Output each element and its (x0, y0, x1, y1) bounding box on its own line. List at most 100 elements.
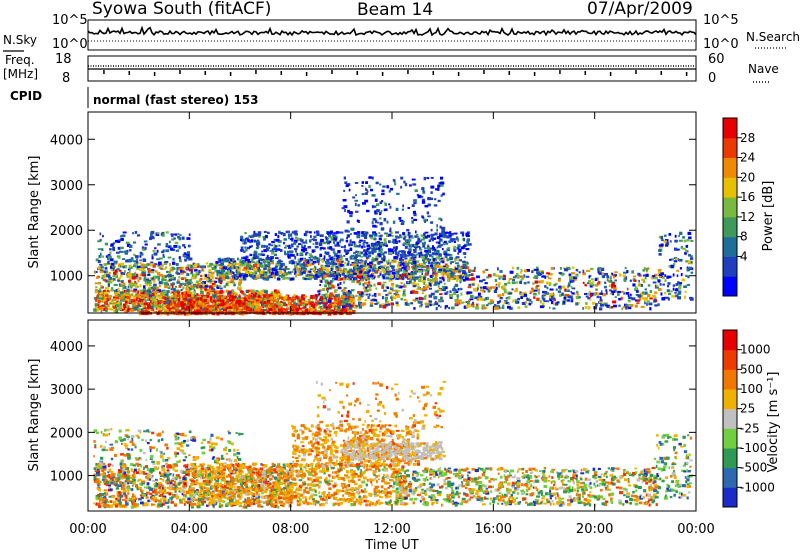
power-cell (432, 255, 434, 257)
power-cell (199, 279, 202, 282)
power-cell (319, 306, 322, 309)
power-cell (601, 290, 603, 293)
power-cell (561, 293, 564, 296)
power-cell (335, 271, 337, 274)
power-cell (385, 297, 388, 300)
power-cell (507, 306, 511, 309)
power-cell (119, 285, 121, 287)
power-cell (402, 209, 404, 211)
power-cell (197, 307, 199, 309)
power-cell (460, 293, 462, 296)
power-cell (599, 293, 603, 295)
power-cell (366, 276, 368, 279)
power-cell (628, 307, 631, 310)
power-cell (222, 278, 225, 281)
power-cell (182, 283, 185, 286)
power-cell (454, 270, 458, 272)
frequency-mark (509, 71, 511, 75)
power-cell (94, 271, 96, 274)
power-cell (586, 270, 590, 272)
power-cell (188, 282, 191, 285)
power-cell (433, 247, 435, 250)
power-cell (347, 210, 350, 213)
power-cell (395, 231, 399, 233)
power-cell (421, 272, 423, 275)
power-cell (149, 294, 153, 297)
power-cell (389, 190, 391, 193)
power-cell (510, 271, 514, 274)
power-cell (332, 279, 334, 282)
power-cell (283, 242, 285, 244)
power-cell (117, 280, 120, 282)
power-cell (305, 241, 307, 243)
power-cell (123, 266, 125, 268)
power-cell (438, 285, 440, 288)
power-cell (359, 271, 362, 274)
power-cell (375, 264, 377, 267)
power-cell (396, 272, 398, 274)
power-cell (358, 297, 361, 300)
power-cell (189, 300, 192, 303)
power-cell (245, 274, 248, 277)
power-cell (329, 271, 331, 274)
power-cell (166, 297, 169, 299)
power-cell (652, 295, 656, 298)
power-cell (318, 272, 321, 275)
power-cell (312, 263, 315, 265)
power-cell (513, 276, 516, 278)
power-cell (99, 307, 103, 310)
power-cell (294, 294, 296, 297)
power-cell (180, 270, 182, 273)
power-cell (244, 302, 246, 304)
power-cell (384, 209, 386, 212)
power-cell (646, 274, 649, 277)
power-cell (415, 189, 419, 192)
power-cell (443, 258, 445, 260)
power-cell (233, 284, 236, 286)
power-cell (189, 288, 191, 291)
power-cell (357, 264, 359, 266)
power-cell (483, 279, 486, 281)
power-cell (251, 239, 253, 242)
power-cell (438, 245, 440, 247)
power-cell (362, 181, 364, 184)
power-cell (397, 254, 400, 256)
power-cell (99, 295, 102, 297)
power-cell (175, 272, 179, 274)
power-cell (263, 260, 266, 263)
power-cell (540, 305, 544, 308)
power-cell (613, 305, 617, 308)
power-cell (425, 273, 429, 275)
power-cell (446, 258, 449, 261)
power-cell (505, 283, 507, 285)
power-cell (318, 293, 320, 296)
power-cell (413, 261, 416, 264)
power-cell (402, 204, 404, 207)
power-cell (453, 292, 457, 295)
power-cell (454, 233, 458, 235)
power-cell (113, 275, 117, 277)
power-cell (101, 305, 104, 307)
power-cell (329, 282, 332, 284)
power-cell (134, 303, 136, 306)
power-cell (212, 295, 215, 298)
power-cell (144, 264, 148, 267)
power-cell (205, 274, 208, 277)
power-cell (509, 278, 513, 280)
power-cell (433, 296, 437, 299)
power-cell (153, 286, 157, 288)
power-cell (571, 292, 574, 294)
power-cell (139, 268, 143, 271)
power-cell (259, 264, 263, 267)
power-cell (327, 287, 331, 289)
power-cell (193, 301, 195, 304)
power-cell (644, 300, 646, 302)
power-cell (339, 268, 342, 271)
power-cell (180, 273, 184, 275)
power-cell (276, 294, 278, 296)
power-cell (162, 282, 164, 284)
power-cell (392, 296, 396, 299)
power-cell (303, 258, 305, 261)
power-cell (143, 289, 145, 291)
